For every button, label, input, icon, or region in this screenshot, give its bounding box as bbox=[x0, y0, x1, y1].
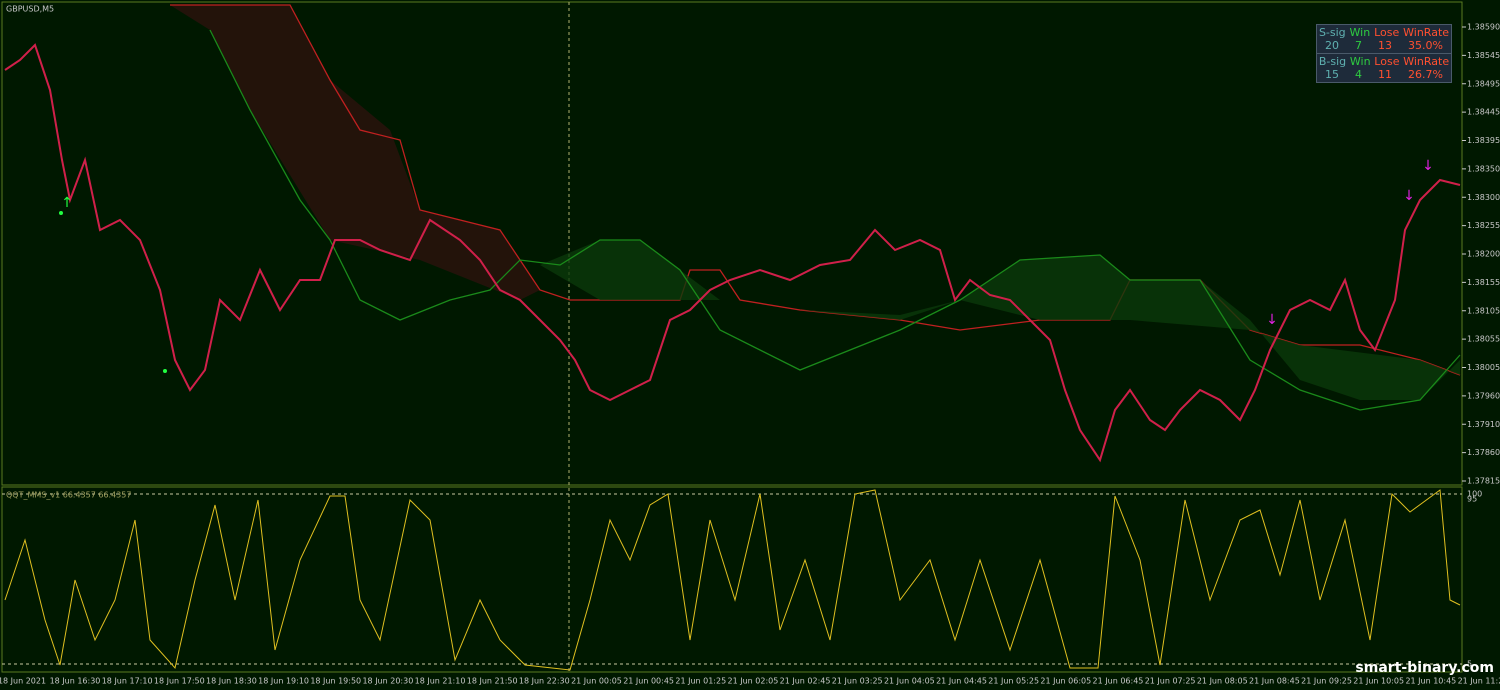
price-label: 1.38105 bbox=[1467, 306, 1500, 315]
stats-cell: 15 bbox=[1325, 68, 1339, 81]
sell-arrow: ↓ bbox=[1403, 188, 1415, 204]
price-label: 1.38545 bbox=[1467, 51, 1500, 60]
time-label: 18 Jun 19:10 bbox=[258, 677, 309, 686]
time-label: 21 Jun 08:05 bbox=[1197, 677, 1248, 686]
time-label: 21 Jun 07:25 bbox=[1145, 677, 1196, 686]
watermark: smart-binary.com bbox=[1355, 660, 1494, 676]
symbol-label: GBPUSD,M5 bbox=[6, 5, 54, 14]
time-label: 18 Jun 20:30 bbox=[362, 677, 413, 686]
time-label: 18 Jun 22:30 bbox=[519, 677, 570, 686]
price-label: 1.38200 bbox=[1467, 250, 1500, 259]
indicator-label: QQT_MMS_v1 66.4357 66.4357 bbox=[6, 491, 131, 500]
stats-values: 15 4 11 26.7% bbox=[1317, 68, 1451, 81]
indicator-axis-label: 100 bbox=[1467, 490, 1482, 499]
time-label: 21 Jun 06:45 bbox=[1093, 677, 1144, 686]
stats-header: S-sig Win Lose WinRate bbox=[1317, 26, 1451, 39]
time-label: 21 Jun 02:45 bbox=[780, 677, 831, 686]
stats-cell: 7 bbox=[1355, 39, 1362, 52]
cloud-red bbox=[170, 5, 540, 300]
price-label: 1.38445 bbox=[1467, 108, 1500, 117]
time-label: 21 Jun 11:25 bbox=[1458, 677, 1500, 686]
price-label: 1.37815 bbox=[1467, 477, 1500, 486]
stats-cell: 26.7% bbox=[1408, 68, 1443, 81]
price-label: 1.38350 bbox=[1467, 164, 1500, 173]
price-label: 1.38395 bbox=[1467, 136, 1500, 145]
cloud-green bbox=[540, 240, 1460, 400]
time-label: 21 Jun 09:25 bbox=[1301, 677, 1352, 686]
sell-arrow: ↓ bbox=[1266, 312, 1278, 328]
indicator-axis-label: 95 bbox=[1467, 495, 1477, 504]
signal-stats: S-sig Win Lose WinRate 20 7 13 35.0% B-sig Win L… bbox=[1316, 24, 1452, 83]
buy-arrow: ↑ bbox=[61, 195, 73, 211]
time-label: 18 Jun 19:50 bbox=[310, 677, 361, 686]
time-label: 18 Jun 21:50 bbox=[467, 677, 518, 686]
stats-cell: 13 bbox=[1378, 39, 1392, 52]
buy-dot bbox=[59, 211, 63, 215]
price-label: 1.38590 bbox=[1467, 23, 1500, 32]
stats-cell: 35.0% bbox=[1408, 39, 1443, 52]
indicator-frame bbox=[1, 486, 1463, 673]
stats-cell: Lose bbox=[1374, 26, 1400, 39]
time-label: 18 Jun 16:30 bbox=[50, 677, 101, 686]
time-label: 21 Jun 02:05 bbox=[728, 677, 779, 686]
time-label: 21 Jun 01:25 bbox=[675, 677, 726, 686]
time-label: 21 Jun 00:05 bbox=[571, 677, 622, 686]
price-label: 1.38495 bbox=[1467, 79, 1500, 88]
price-label: 1.38300 bbox=[1467, 193, 1500, 202]
price-label: 1.37860 bbox=[1467, 448, 1500, 457]
time-label: 21 Jun 06:05 bbox=[1040, 677, 1091, 686]
stats-cell: WinRate bbox=[1403, 55, 1450, 68]
price-label: 1.37910 bbox=[1467, 420, 1500, 429]
stats-cell: Win bbox=[1349, 26, 1371, 39]
price-line bbox=[4, 43, 1461, 463]
time-label: 18 Jun 21:10 bbox=[415, 677, 466, 686]
stats-cell: S-sig bbox=[1318, 26, 1346, 39]
main-frame bbox=[1, 1, 1463, 486]
time-label: 18 Jun 18:30 bbox=[206, 677, 257, 686]
time-label: 21 Jun 10:45 bbox=[1405, 677, 1456, 686]
time-label: 21 Jun 10:05 bbox=[1353, 677, 1404, 686]
time-label: 21 Jun 00:45 bbox=[623, 677, 674, 686]
price-label: 1.37960 bbox=[1467, 391, 1500, 400]
stats-values: 20 7 13 35.0% bbox=[1317, 39, 1451, 52]
stats-header: B-sig Win Lose WinRate bbox=[1317, 55, 1451, 68]
time-label: 21 Jun 03:25 bbox=[832, 677, 883, 686]
time-label: 21 Jun 05:25 bbox=[988, 677, 1039, 686]
time-label: 18 Jun 17:50 bbox=[154, 677, 205, 686]
buy-dot bbox=[163, 369, 167, 373]
stats-cell: Lose bbox=[1374, 55, 1400, 68]
time-label: 21 Jun 08:45 bbox=[1249, 677, 1300, 686]
buy-stats: B-sig Win Lose WinRate 15 4 11 26.7% bbox=[1317, 54, 1451, 82]
stats-cell: 11 bbox=[1378, 68, 1392, 81]
sell-arrow: ↓ bbox=[1422, 158, 1434, 174]
time-label: 18 Jun 2021 bbox=[0, 677, 46, 686]
stats-cell: B-sig bbox=[1318, 55, 1347, 68]
indicator-axis-label: 5 bbox=[1467, 660, 1472, 669]
stats-cell: 20 bbox=[1325, 39, 1339, 52]
time-label: 21 Jun 04:45 bbox=[936, 677, 987, 686]
time-label: 21 Jun 04:05 bbox=[884, 677, 935, 686]
price-label: 1.38005 bbox=[1467, 363, 1500, 372]
price-label: 1.38055 bbox=[1467, 335, 1500, 344]
stats-cell: WinRate bbox=[1403, 26, 1450, 39]
price-label: 1.38155 bbox=[1467, 278, 1500, 287]
oscillator-line bbox=[4, 489, 1461, 671]
stats-cell: Win bbox=[1349, 55, 1371, 68]
time-label: 18 Jun 17:10 bbox=[102, 677, 153, 686]
price-label: 1.38255 bbox=[1467, 221, 1500, 230]
stats-cell: 4 bbox=[1355, 68, 1362, 81]
sell-stats: S-sig Win Lose WinRate 20 7 13 35.0% bbox=[1317, 25, 1451, 54]
